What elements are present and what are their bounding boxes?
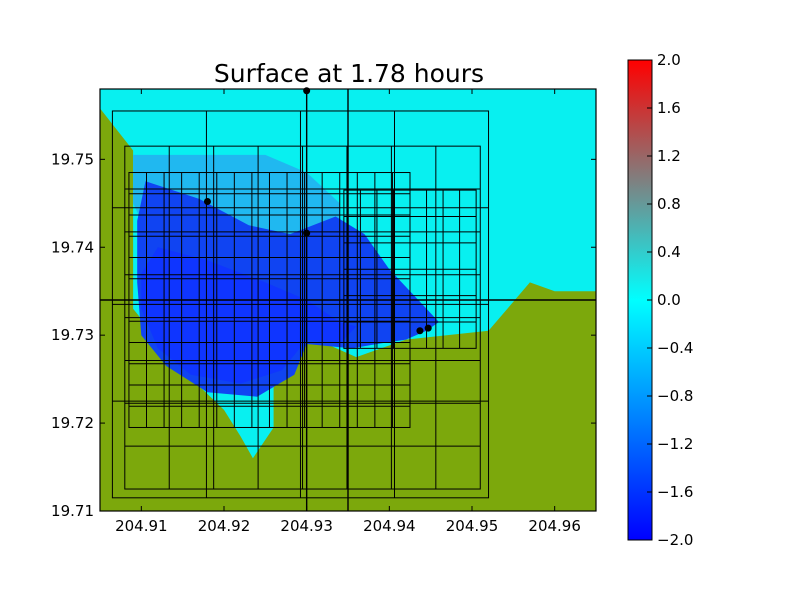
colorbar-tick-label: −1.2 — [657, 435, 693, 453]
region-darkest-water — [141, 247, 357, 384]
x-tick-label: 204.91 — [115, 517, 168, 535]
chart-title: Surface at 1.78 hours — [214, 59, 484, 88]
colorbar-tick-label: 1.6 — [657, 99, 681, 117]
plot-area — [99, 87, 597, 512]
colorbar-tick-label: 2.0 — [657, 51, 681, 69]
colorbar-tick-label: 1.2 — [657, 147, 681, 165]
y-tick-label: 19.71 — [51, 502, 94, 520]
colorbar-tick-label: −0.4 — [657, 339, 693, 357]
colorbar-tick-label: 0.8 — [657, 195, 681, 213]
amr-grid-patches — [111, 110, 490, 499]
y-axis: 19.71 19.72 19.73 19.74 19.75 — [51, 150, 596, 520]
plot-frame — [99, 88, 597, 512]
grid-patch-3 — [343, 189, 477, 349]
colorbar-tick-label: −0.8 — [657, 387, 693, 405]
colorbar-tick-label: −2.0 — [657, 531, 693, 549]
x-tick-label: 204.93 — [280, 517, 333, 535]
x-tick-label: 204.94 — [363, 517, 416, 535]
gauge-markers — [203, 87, 432, 335]
grid-patch-0 — [111, 110, 490, 499]
colorbar-tick-label: 0.0 — [657, 291, 681, 309]
x-axis: 204.91 204.92 204.93 204.94 204.95 204.96 — [115, 89, 581, 535]
grid-patch-2 — [128, 172, 411, 428]
y-tick-label: 19.73 — [51, 326, 94, 344]
colorbar-ticks: 2.0 1.6 1.2 0.8 0.4 0.0 −0.4 −0.8 −1.2 −1.6 −2.0 — [647, 51, 693, 549]
gauge-point — [424, 324, 432, 332]
colorbar-tick-label: 0.4 — [657, 243, 681, 261]
y-tick-label: 19.75 — [51, 150, 94, 168]
y-tick-label: 19.72 — [51, 414, 94, 432]
gauge-point — [203, 198, 211, 206]
x-tick-label: 204.96 — [528, 517, 581, 535]
colorbar-tick-label: −1.6 — [657, 483, 693, 501]
grid-patch-1 — [124, 145, 481, 490]
gauge-point — [416, 327, 424, 335]
major-grid-lines — [100, 89, 596, 511]
x-tick-label: 204.92 — [198, 517, 251, 535]
colorbar: 2.0 1.6 1.2 0.8 0.4 0.0 −0.4 −0.8 −1.2 −1.6 −2.0 — [627, 51, 693, 549]
gauge-point — [303, 229, 311, 237]
y-tick-label: 19.74 — [51, 238, 94, 256]
x-tick-label: 204.95 — [446, 517, 499, 535]
